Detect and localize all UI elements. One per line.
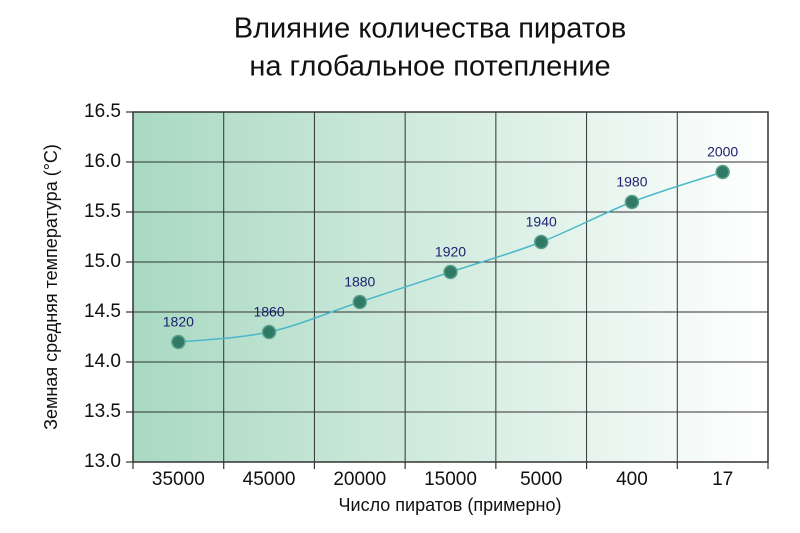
y-tick-label: 14.0	[84, 351, 121, 372]
data-point	[352, 294, 368, 310]
point-annotation: 1820	[163, 314, 194, 330]
x-tick-label: 17	[712, 469, 733, 490]
point-annotation: 1940	[526, 214, 557, 230]
y-tick-label: 16.0	[84, 151, 121, 172]
chart-title: Влияние количества пиратов	[234, 13, 627, 45]
y-tick-label: 14.5	[84, 301, 121, 322]
y-tick-label: 13.0	[84, 451, 121, 472]
y-tick-label: 15.5	[84, 201, 121, 222]
y-tick-label: 13.5	[84, 401, 121, 422]
x-axis-label: Число пиратов (примерно)	[339, 495, 562, 515]
x-tick-label: 20000	[333, 469, 386, 490]
point-annotation: 1920	[435, 244, 466, 260]
y-tick-label: 16.5	[84, 101, 121, 122]
chart-title: на глобальное потепление	[249, 51, 610, 83]
data-point	[715, 164, 730, 180]
x-tick-label: 15000	[424, 469, 477, 490]
y-axis-label: Земная средняя температура (°C)	[41, 144, 61, 430]
data-point	[261, 324, 277, 340]
data-point	[624, 194, 640, 210]
point-annotation: 1880	[344, 274, 375, 290]
x-tick-label: 45000	[243, 469, 296, 490]
y-tick-label: 15.0	[84, 251, 121, 272]
data-point	[171, 334, 186, 350]
plot-border	[132, 111, 769, 463]
point-annotation: 1980	[616, 174, 647, 190]
data-point	[443, 264, 458, 280]
x-tick-label: 35000	[152, 469, 205, 490]
x-tick-label: 5000	[520, 469, 562, 490]
point-annotation: 2000	[707, 144, 738, 160]
point-annotation: 1860	[253, 304, 284, 320]
data-point	[533, 234, 549, 250]
x-tick-label: 400	[616, 469, 648, 490]
plot-background	[133, 112, 768, 462]
